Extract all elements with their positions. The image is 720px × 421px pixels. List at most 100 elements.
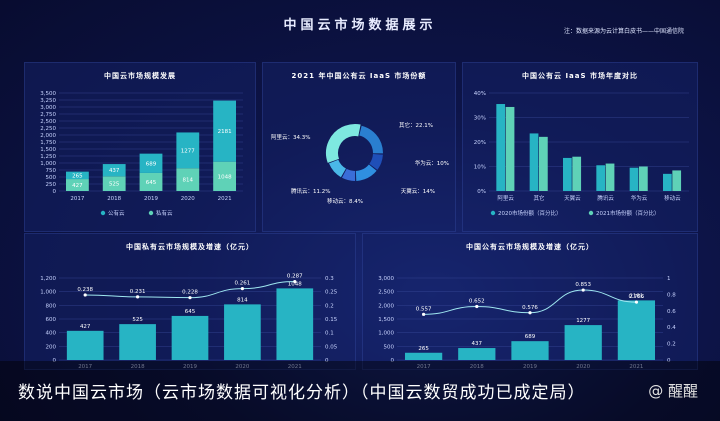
y-tick-label: 1,750 [40, 140, 56, 146]
chart-title: 中国私有云市场规模及增速（亿元） [126, 243, 254, 251]
y-tick-label: 1,500 [40, 147, 56, 153]
bar-value-label: 814 [237, 297, 248, 303]
legend-swatch-2020 [490, 210, 496, 216]
x-tick-label: 2021 [629, 364, 643, 369]
y-tick-label: 2,500 [378, 290, 394, 296]
x-tick-label: 2017 [417, 364, 431, 369]
bar-value-label: 265 [418, 346, 429, 352]
panel-cloud-market-growth: 中国云市场规模发展 0 250 500 750 1,000 1,250 1,500 1,750… [24, 62, 256, 232]
x-tick-label: 其它 [533, 194, 544, 202]
slice-label: 腾讯云：11.2% [291, 187, 330, 195]
legend-label: 2020市场份额（百分比） [498, 209, 562, 217]
y2-tick-label: 0.2 [667, 342, 676, 348]
growth-rate-point [293, 279, 297, 284]
chart-title: 中国公有云 IaaS 市场年度对比 [522, 72, 638, 80]
share-bar [572, 156, 582, 191]
bar-value-label: 1277 [576, 318, 590, 324]
private-cloud-bar [176, 168, 200, 191]
market-size-bar [224, 304, 261, 360]
y2-tick-label: 0.15 [325, 317, 338, 323]
cloud-market-stacked-bar-chart: 02505007501,0001,2501,5001,7502,0002,250… [40, 91, 243, 217]
y-tick-label: 0 [53, 358, 57, 364]
y-tick-label: 500 [46, 175, 57, 181]
y2-tick-label: 0.3 [325, 276, 334, 282]
x-tick-label: 2017 [78, 364, 92, 369]
private-value-label: 525 [109, 182, 120, 188]
public-cloud-bar [139, 153, 163, 173]
share-bar [663, 173, 672, 191]
legend-label: 私有云 [156, 209, 173, 217]
growth-rate-point [581, 288, 585, 292]
growth-rate-point [240, 287, 244, 291]
public-cloud-bar [102, 164, 126, 177]
share-bar [496, 104, 506, 191]
market-size-bar [404, 352, 443, 360]
y2-tick-label: 0.8 [667, 292, 676, 298]
public-value-label: 437 [109, 168, 120, 174]
iaas-share-donut-chart: 阿里云：34.3% 其它：22.1% 华为云：10% 天翼云：14% 移动云：8.4% 腾… [271, 121, 449, 205]
y2-tick-label: 0 [325, 358, 329, 364]
legend-swatch-private [148, 210, 154, 216]
x-tick-label: 2021 [288, 364, 302, 369]
private-cloud-bar [139, 172, 163, 191]
slice-label: 阿里云：34.3% [271, 133, 310, 141]
private-cloud-bar [102, 176, 126, 191]
growth-rate-label: 0.228 [182, 290, 198, 296]
growth-rate-point [422, 312, 426, 316]
public-value-label: 1277 [181, 148, 195, 154]
market-size-bar [617, 300, 656, 360]
panel-public-cloud: 中国公有云市场规模及增速（亿元） 0 500 1,000 1,500 2,000 2,50… [362, 233, 698, 370]
y-tick-label: 600 [46, 317, 57, 323]
share-bar [529, 133, 539, 191]
y-tick-label: 0 [391, 358, 395, 364]
y-tick-label: 3,000 [378, 276, 394, 282]
growth-rate-point [83, 293, 87, 297]
public-value-label: 2181 [218, 129, 232, 135]
x-tick-label: 阿里云 [497, 194, 514, 202]
y-tick-label: 250 [46, 182, 57, 188]
y-tick-label: 1,500 [378, 317, 394, 323]
data-source-note: 注：数据来源为云计算白皮书——中国通信院 [563, 28, 684, 35]
public-cloud-bar [213, 100, 237, 162]
growth-rate-point [136, 295, 140, 299]
bar-value-label: 437 [472, 341, 483, 347]
legend-label: 2021市场份额（百分比） [596, 209, 660, 217]
y-tick-label: 3,500 [40, 91, 56, 97]
x-tick-label: 2018 [107, 196, 121, 202]
bar-value-label: 689 [525, 334, 536, 340]
slice-label: 其它：22.1% [399, 121, 433, 129]
slice-label: 移动云：8.4% [327, 197, 363, 205]
x-tick-label: 2021 [218, 196, 232, 202]
panel-iaas-share: 2021 年中国公有云 IaaS 市场份额 阿里云：34.3% 其它：22.1% 华… [262, 62, 456, 232]
y-tick-label: 1,000 [40, 161, 56, 167]
y2-tick-label: 0.4 [667, 325, 676, 331]
growth-rate-point [475, 304, 479, 309]
caption-text: 数说中国云市场（云市场数据可视化分析）（中国云数贸成功已成定局） [18, 383, 586, 403]
y-tick-label: 400 [46, 331, 57, 337]
market-size-bar [564, 325, 602, 360]
y2-tick-label: 0 [667, 358, 671, 364]
bar-value-label: 427 [80, 324, 91, 330]
y2-tick-label: 0.1 [325, 331, 334, 337]
private-cloud-bar-line-chart: 0 200 400 600 800 1,000 1,200 0 0.05 0.1 0.15 0.2 0.… [40, 274, 338, 370]
iaas-compare-bar-chart: 0% 10% 20% 30% 40% 阿里云 其它 天翼云 腾讯云 华为云 移动云 2020市场份额（… [474, 91, 689, 217]
y2-tick-label: 1 [667, 276, 671, 282]
legend-swatch-2021 [588, 210, 594, 216]
chart-title: 2021 年中国公有云 IaaS 市场份额 [291, 72, 427, 80]
private-cloud-bar [213, 161, 237, 191]
x-tick-label: 2019 [144, 196, 158, 202]
share-bar [672, 170, 682, 191]
bar-value-label: 1048 [288, 281, 302, 287]
y-tick-label: 0% [477, 189, 486, 195]
x-tick-label: 2020 [235, 364, 249, 369]
x-tick-label: 2018 [470, 364, 484, 369]
y-tick-label: 2,500 [40, 119, 56, 125]
growth-rate-label: 0.287 [287, 274, 303, 280]
growth-rate-label: 0.261 [235, 281, 251, 287]
private-value-label: 1048 [218, 174, 232, 180]
y-tick-label: 1,200 [40, 276, 56, 282]
growth-rate-label: 0.557 [416, 306, 432, 312]
growth-rate-point [528, 311, 532, 315]
y2-tick-label: 0.25 [325, 290, 338, 296]
page-title: 中国云市场数据展示 [283, 18, 437, 33]
